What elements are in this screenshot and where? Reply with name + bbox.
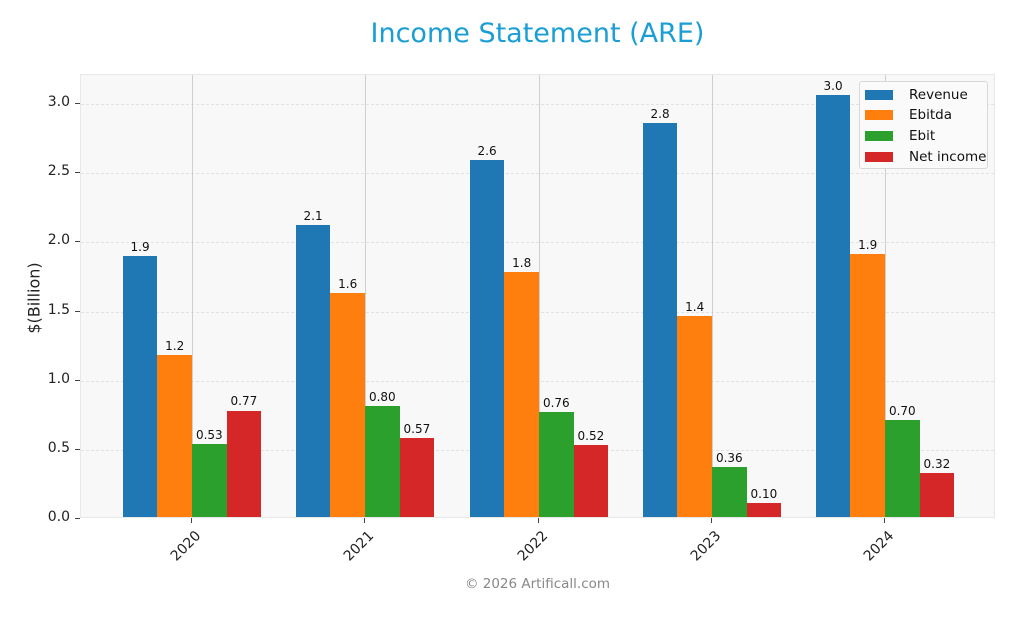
y-tick-label: 1.5: [47, 301, 70, 318]
bar-ebitda-2024: [850, 254, 885, 517]
legend-label: Net income: [909, 149, 987, 165]
legend-label: Ebitda: [909, 107, 952, 123]
bar-ebit-2022: [539, 411, 574, 517]
y-tick-label: 1.0: [47, 370, 70, 387]
y-tick-mark: [75, 448, 80, 450]
x-tick-label: 2021: [340, 528, 378, 565]
bar-value-label: 0.36: [715, 451, 743, 466]
legend-item-net-income: Net income: [865, 148, 986, 166]
legend-swatch-revenue: [865, 90, 893, 100]
bar-value-label: 0.70: [888, 404, 916, 419]
legend-item-ebitda: Ebitda: [865, 106, 952, 124]
gridline-vertical: [365, 75, 366, 517]
bar-value-label: 0.57: [403, 422, 431, 437]
bar-ebit-2023: [712, 467, 747, 517]
x-tick-mark: [884, 518, 885, 523]
y-tick-mark: [75, 103, 80, 104]
plot-area: 1.9 1.2 0.53 0.77 2.1 1.6 0.80 0.57 2.6 1.8 0.76 0.…: [80, 74, 995, 518]
bar-ebit-2024: [885, 420, 920, 517]
bar-ebitda-2021: [330, 292, 365, 517]
bar-value-label: 0.52: [577, 429, 605, 444]
bar-value-label: 0.77: [230, 394, 258, 409]
bar-net-income-2022: [573, 445, 609, 517]
x-tick-mark: [191, 518, 192, 523]
legend-label: Ebit: [909, 128, 936, 144]
legend-swatch-net-income: [865, 152, 893, 162]
x-tick-label: 2020: [167, 528, 205, 565]
chart-title: Income Statement (ARE): [370, 18, 705, 49]
bar-revenue-2021: [295, 225, 331, 517]
bar-value-label: 2.6: [477, 144, 497, 159]
x-tick-label: 2022: [514, 528, 552, 565]
x-tick-mark: [538, 518, 539, 523]
y-tick-mark: [75, 310, 80, 312]
y-tick-mark: [75, 241, 80, 243]
gridline-horizontal: [81, 242, 994, 244]
bar-value-label: 0.32: [923, 456, 951, 471]
y-axis-label: $(Billion): [24, 262, 44, 334]
gridline-vertical: [712, 75, 713, 517]
bar-value-label: 2.8: [650, 106, 670, 121]
bar-value-label: 1.9: [130, 239, 150, 254]
y-tick-label: 3.0: [47, 94, 70, 110]
bar-value-label: 0.10: [750, 487, 778, 502]
bar-net-income-2023: [746, 503, 782, 517]
bar-ebit-2020: [192, 443, 227, 517]
bar-value-label: 1.8: [512, 256, 532, 271]
x-tick-label: 2023: [687, 528, 725, 565]
bar-ebit-2021: [365, 406, 400, 517]
bar-ebitda-2020: [157, 355, 192, 517]
bar-ebitda-2022: [504, 272, 539, 517]
bar-value-label: 3.0: [823, 79, 843, 94]
bar-value-label: 1.4: [685, 300, 705, 315]
bar-ebitda-2023: [677, 316, 712, 517]
bar-net-income-2020: [226, 410, 262, 517]
legend-swatch-ebit: [865, 131, 893, 141]
gridline-horizontal: [81, 173, 994, 175]
bar-value-label: 2.1: [303, 209, 323, 224]
legend: Revenue Ebitda Ebit Net income: [859, 81, 988, 169]
y-tick-mark: [75, 172, 80, 174]
bar-net-income-2021: [399, 438, 435, 517]
y-tick-label: 2.5: [47, 163, 70, 180]
bar-value-label: 1.2: [165, 339, 185, 354]
bar-value-label: 0.53: [195, 427, 223, 442]
bar-revenue-2022: [469, 160, 505, 517]
gridline-vertical: [539, 75, 540, 517]
y-tick-label: 2.0: [47, 232, 70, 249]
gridline-horizontal: [81, 104, 994, 105]
bar-value-label: 1.6: [338, 276, 358, 291]
x-tick-label: 2024: [860, 528, 898, 565]
bar-revenue-2020: [122, 255, 158, 517]
bar-revenue-2024: [815, 95, 851, 517]
y-tick-mark: [75, 518, 80, 519]
bar-value-label: 0.76: [542, 395, 570, 410]
legend-swatch-ebitda: [865, 110, 893, 120]
gridline-vertical: [885, 75, 886, 517]
x-tick-mark: [364, 518, 365, 523]
gridline-vertical: [192, 75, 193, 517]
legend-label: Revenue: [909, 87, 968, 103]
y-tick-label: 0.0: [47, 509, 70, 525]
x-tick-mark: [711, 518, 712, 523]
bar-net-income-2024: [919, 472, 955, 517]
y-tick-label: 0.5: [47, 439, 70, 456]
legend-item-ebit: Ebit: [865, 127, 935, 145]
y-tick-mark: [75, 379, 80, 381]
bar-revenue-2023: [642, 122, 678, 517]
copyright-footer: © 2026 Artificall.com: [464, 576, 611, 592]
bar-value-label: 0.80: [368, 390, 396, 405]
legend-item-revenue: Revenue: [865, 86, 968, 104]
bar-value-label: 1.9: [858, 238, 878, 253]
